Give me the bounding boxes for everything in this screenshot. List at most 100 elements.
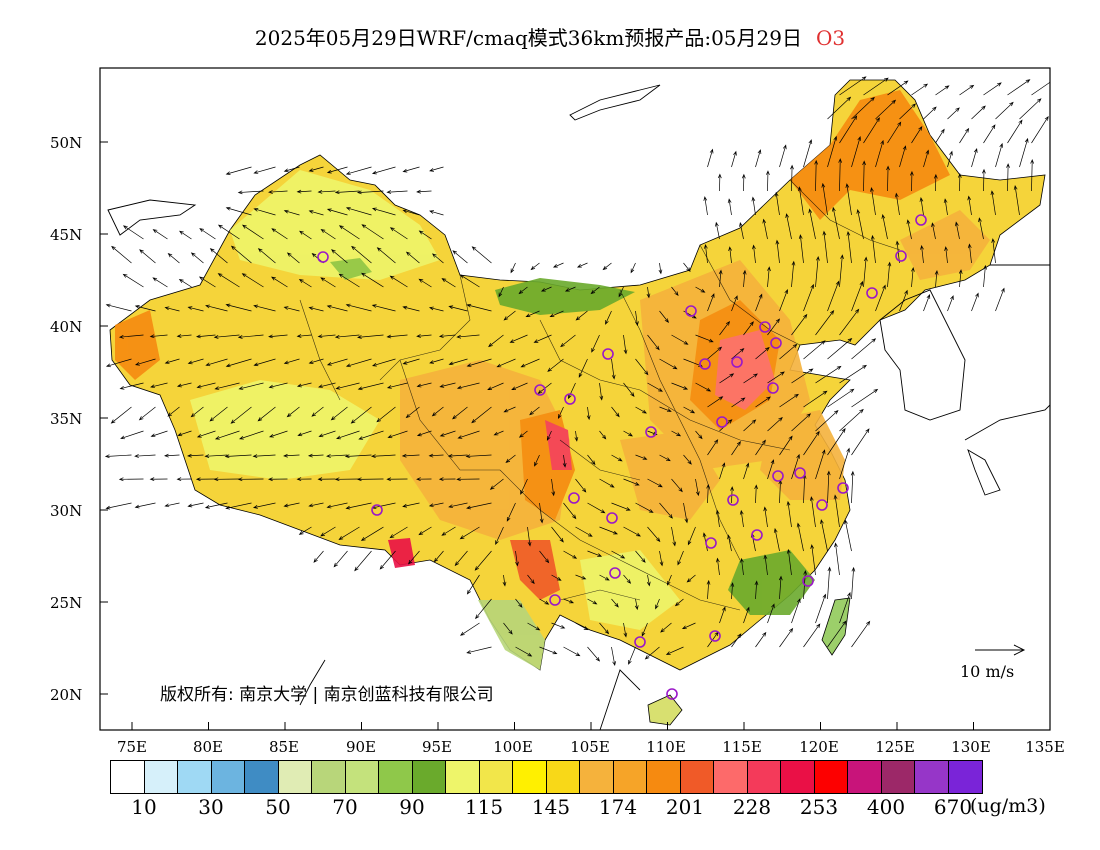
wind-arrow <box>345 358 372 368</box>
wind-arrow <box>371 207 396 216</box>
wind-arrow <box>225 206 252 216</box>
wind-arrow <box>361 272 384 288</box>
wind-arrow <box>703 243 708 264</box>
wind-arrow <box>320 277 336 288</box>
wind-arrow <box>520 478 528 495</box>
wind-arrow <box>618 286 624 298</box>
legend-swatch-13 <box>546 761 580 793</box>
station-marker <box>709 630 721 642</box>
station-marker <box>802 575 814 587</box>
wind-arrow <box>943 198 948 216</box>
wind-arrow <box>687 526 696 546</box>
legend-tick-228: 228 <box>732 795 772 819</box>
wind-arrow <box>671 334 689 345</box>
wind-arrow <box>755 149 762 168</box>
station-marker <box>705 537 717 549</box>
wind-arrow <box>331 249 348 264</box>
wind-arrow <box>546 430 552 441</box>
wind-arrow <box>253 304 276 312</box>
province-borders <box>299 179 901 611</box>
hainan-island <box>647 694 683 726</box>
wind-arrow <box>671 526 677 547</box>
wind-arrow <box>887 80 909 96</box>
wind-arrow <box>371 166 396 175</box>
wind-arrow <box>187 453 204 458</box>
wind-arrow <box>911 83 929 96</box>
wind-arrow <box>665 646 684 655</box>
wind-arrow <box>330 406 348 421</box>
legend-swatch-1 <box>144 761 178 793</box>
wind-arrow <box>533 334 552 343</box>
wind-arrow <box>334 190 360 195</box>
wind-arrow <box>432 253 444 264</box>
wind-arrow <box>408 550 420 565</box>
station-marker <box>727 494 739 506</box>
wind-arrow <box>971 292 979 312</box>
wind-arrow <box>775 239 780 264</box>
wind-arrow <box>456 334 480 339</box>
wind-arrow <box>703 196 708 216</box>
wind-arrow <box>778 575 783 600</box>
wind-arrow <box>402 358 420 365</box>
y-label-20n: 20N <box>50 686 83 704</box>
wind-arrow <box>646 286 651 299</box>
wind-arrow <box>428 306 444 312</box>
wind-arrow <box>832 206 840 240</box>
wind-arrow <box>318 430 336 438</box>
wind-arrow <box>209 406 228 422</box>
wind-arrow <box>551 574 562 581</box>
wind-arrow <box>283 358 300 365</box>
wind-arrow <box>740 557 744 576</box>
wind-arrow <box>1031 115 1049 144</box>
wind-arrow <box>271 276 288 288</box>
wind-arrow <box>320 229 336 240</box>
wind-arrow <box>839 308 860 336</box>
wind-arrow <box>338 225 360 240</box>
wind-arrow <box>590 286 600 295</box>
wind-arrow <box>574 430 579 442</box>
legend-tick-253: 253 <box>799 795 839 819</box>
wind-arrow <box>167 253 180 264</box>
wind-arrow <box>755 293 763 312</box>
wind-arrow <box>933 173 938 192</box>
legend-tick-174: 174 <box>598 795 638 819</box>
wind-arrow <box>511 382 528 391</box>
wind-arrow <box>297 430 312 437</box>
wind-arrow <box>611 502 631 511</box>
wind-arrow <box>647 382 663 392</box>
wind-arrow <box>179 230 192 240</box>
station-marker <box>609 567 621 579</box>
wind-arrow <box>810 544 816 576</box>
legend-swatch-4 <box>245 761 279 793</box>
legend-swatch-25 <box>948 761 982 793</box>
wind-arrow <box>356 477 384 482</box>
wind-arrow <box>552 262 564 268</box>
wind-arrow <box>791 413 811 432</box>
wind-arrow <box>428 453 444 458</box>
wind-arrow <box>826 470 831 504</box>
wind-arrow <box>790 164 794 192</box>
wind-arrow <box>214 430 240 440</box>
wind-arrow <box>839 364 867 384</box>
wind-arrow <box>863 117 880 144</box>
x-label-75e: 75E <box>116 738 148 756</box>
wind-arrow <box>767 459 775 480</box>
wind-arrow <box>623 430 633 437</box>
wind-arrow <box>563 646 581 657</box>
wind-arrow <box>834 542 840 576</box>
wind-arrow <box>345 206 372 216</box>
wind-arrow <box>563 598 575 604</box>
station-marker <box>645 426 657 438</box>
legend-swatch-19 <box>747 761 781 793</box>
wind-arrow <box>870 187 876 216</box>
x-label-125e: 125E <box>875 738 915 756</box>
wind-arrow <box>743 373 758 384</box>
wind-arrow <box>198 276 216 288</box>
wind-arrow <box>707 396 724 408</box>
wind-arrow <box>851 620 871 648</box>
wind-arrow <box>386 382 408 389</box>
station-marker <box>731 356 743 368</box>
wind-arrow <box>845 183 852 216</box>
wind-arrow <box>674 598 684 607</box>
wind-arrow <box>856 208 864 240</box>
